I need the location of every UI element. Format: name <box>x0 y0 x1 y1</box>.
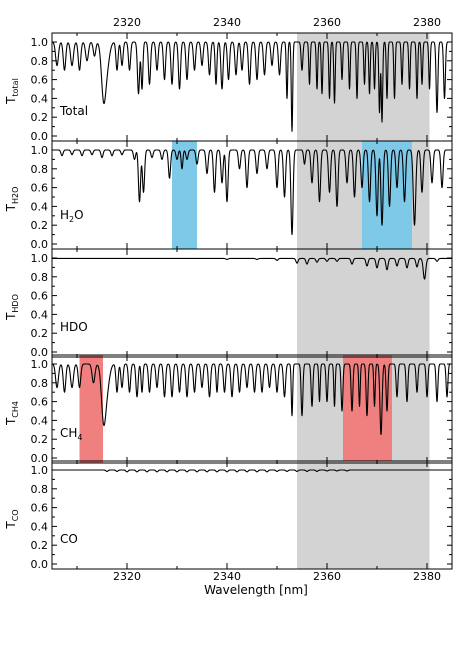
spectrum-line-hdo <box>51 257 453 280</box>
spectrum-line-ch4 <box>51 363 453 436</box>
x-tick-label-top: 2320 <box>113 16 141 29</box>
y-tick-label-total: 0.6 <box>31 74 49 87</box>
x-tick-label-top: 2340 <box>213 16 241 29</box>
y-tick-label-total: 0.0 <box>31 130 49 143</box>
y-tick-label-hdo: 0.2 <box>31 327 49 340</box>
y-tick-label-co: 1.0 <box>31 464 49 477</box>
spectrum-line-co <box>51 469 453 473</box>
panel-frame-co <box>51 460 453 570</box>
gray-window-hdo <box>297 249 430 357</box>
y-tick-label-h2o: 0.8 <box>31 163 49 176</box>
y-tick-label-h2o: 0.4 <box>31 200 49 213</box>
panel-label-ch4: CH4 <box>60 426 83 442</box>
panel-label-total: Total <box>59 104 88 118</box>
y-tick-label-total: 1.0 <box>31 36 49 49</box>
y-tick-label-h2o: 1.0 <box>31 144 49 157</box>
y-axis-label-hdo: THDO <box>4 294 20 321</box>
y-tick-label-ch4: 1.0 <box>31 358 49 371</box>
y-tick-label-hdo: 0.8 <box>31 271 49 284</box>
panel-frame-hdo <box>51 248 453 358</box>
y-tick-label-co: 0.0 <box>31 558 49 571</box>
y-tick-label-ch4: 0.6 <box>31 396 49 409</box>
y-tick-label-h2o: 0.6 <box>31 182 49 195</box>
y-axis-label-ch4: TCH4 <box>4 401 20 426</box>
axes-layer: 0.0 0.2 0.4 0.6 0.8 1.0 Ttotal Total 0.0 0.2 0.4 0.… <box>4 16 453 583</box>
x-tick-label-bottom: 2320 <box>113 570 141 583</box>
x-axis-label: Wavelength [nm] <box>204 583 308 597</box>
x-tick-label-top: 2360 <box>313 16 341 29</box>
y-tick-label-co: 0.2 <box>31 539 49 552</box>
y-tick-label-h2o: 0.0 <box>31 238 49 251</box>
y-tick-label-ch4: 0.8 <box>31 377 49 390</box>
y-tick-label-ch4: 0.0 <box>31 452 49 465</box>
y-axis-label-h2o: TH2O <box>4 187 20 213</box>
panel-label-hdo: HDO <box>60 320 88 334</box>
highlight-layer <box>79 33 430 569</box>
y-tick-label-total: 0.4 <box>31 92 49 105</box>
y-axis-label-co: TCO <box>4 509 20 529</box>
gray-window-co <box>297 461 430 569</box>
panel-label-co: CO <box>60 532 78 546</box>
spectrum-line-total <box>51 41 453 132</box>
y-tick-label-hdo: 0.0 <box>31 346 49 359</box>
y-tick-label-hdo: 0.4 <box>31 308 49 321</box>
spectra-layer <box>51 41 453 473</box>
y-tick-label-total: 0.2 <box>31 111 49 124</box>
y-axis-label-total: Ttotal <box>4 78 20 105</box>
y-tick-label-co: 0.8 <box>31 483 49 496</box>
y-tick-label-h2o: 0.2 <box>31 219 49 232</box>
y-tick-label-ch4: 0.2 <box>31 433 49 446</box>
y-tick-label-co: 0.4 <box>31 520 49 533</box>
y-tick-label-co: 0.6 <box>31 502 49 515</box>
y-tick-label-hdo: 0.6 <box>31 290 49 303</box>
x-tick-label-bottom: 2380 <box>413 570 441 583</box>
highlight-ch4-0 <box>79 355 103 463</box>
y-tick-label-hdo: 1.0 <box>31 252 49 265</box>
x-tick-label-top: 2380 <box>413 16 441 29</box>
x-tick-label-bottom: 2340 <box>213 570 241 583</box>
panel-label-h2o: H2O <box>60 208 84 224</box>
panel-frame-ch4 <box>51 354 453 464</box>
x-tick-label-bottom: 2360 <box>313 570 341 583</box>
y-tick-label-total: 0.8 <box>31 55 49 68</box>
y-tick-label-ch4: 0.4 <box>31 414 49 427</box>
spectrum-line-h2o <box>51 149 453 236</box>
